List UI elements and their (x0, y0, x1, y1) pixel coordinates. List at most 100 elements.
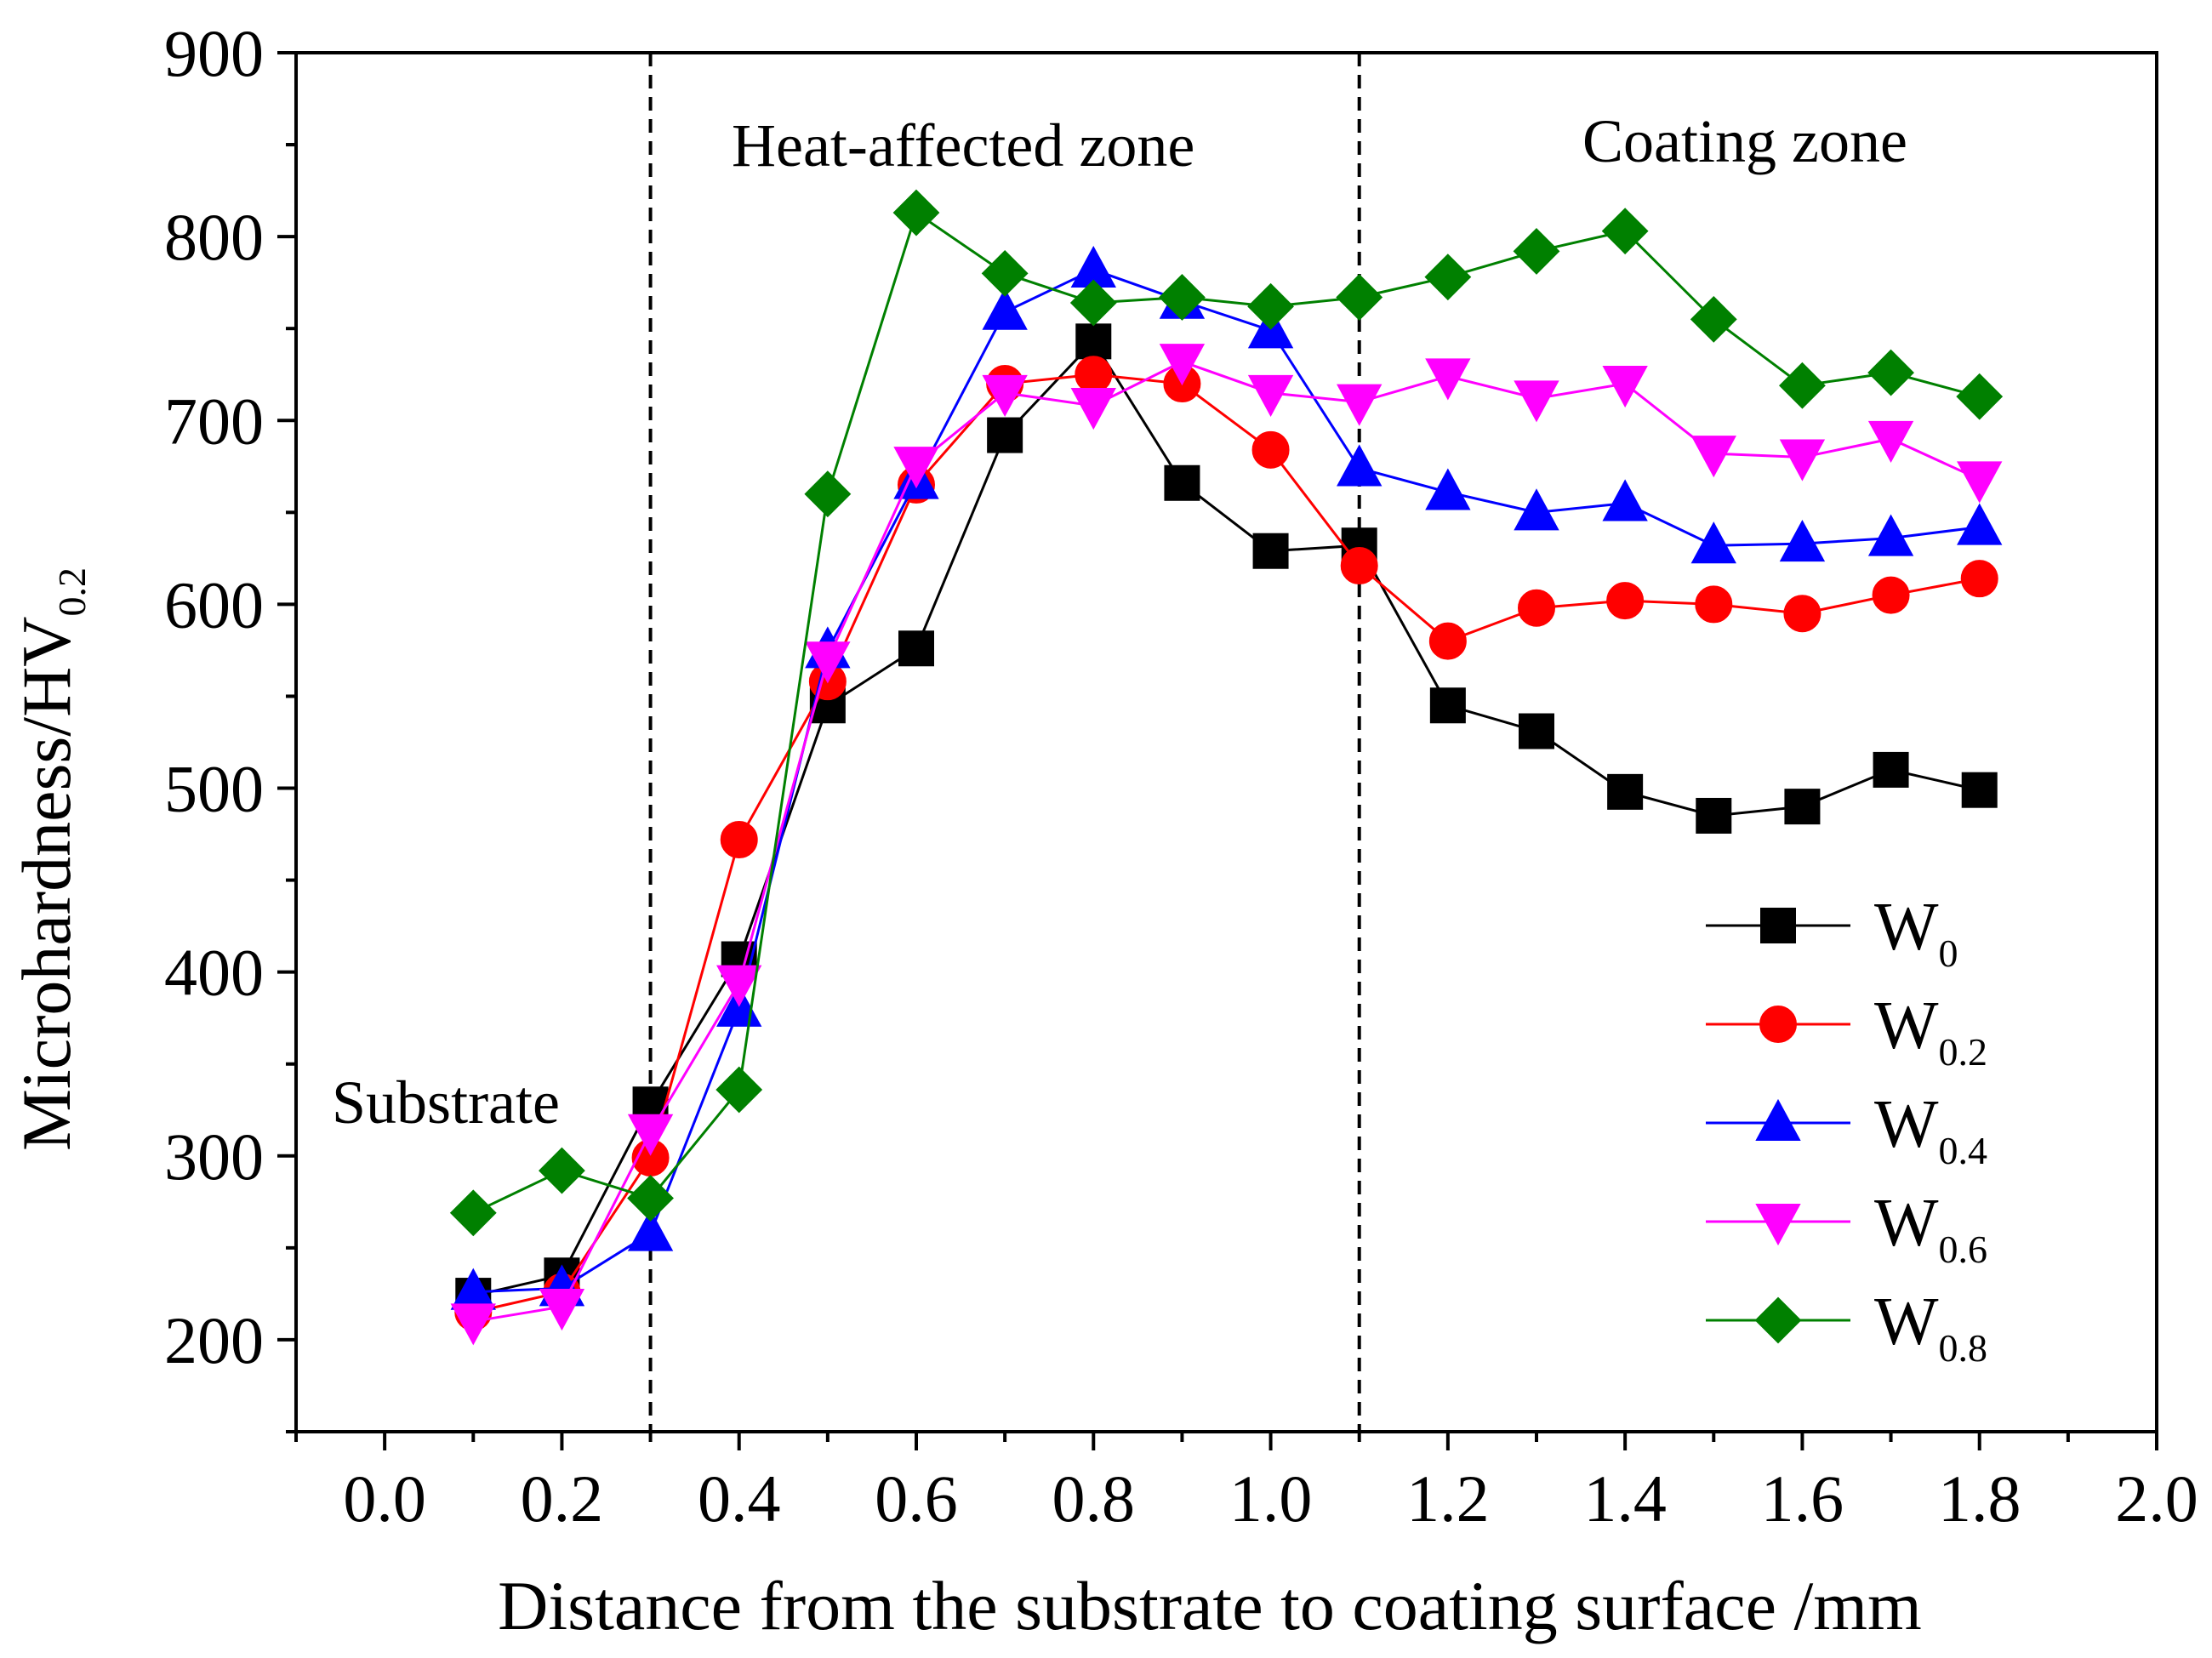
data-point (1957, 503, 2003, 545)
data-point (804, 470, 852, 518)
x-tick-label: 1.0 (1229, 1461, 1313, 1536)
data-point (1867, 349, 1914, 396)
legend-label: W0.2 (1874, 989, 1987, 1074)
legend-label: W0.4 (1874, 1087, 1987, 1172)
data-point (1159, 344, 1206, 386)
legend-label: W0 (1874, 890, 1958, 975)
x-axis-ticks: 0.0 0.2 0.4 0.6 0.8 1.0 1.2 1.4 1.6 1.8 2.0 (294, 1432, 2198, 1536)
data-point (720, 821, 758, 859)
data-point (892, 189, 940, 236)
y-tick-label: 900 (164, 16, 264, 90)
legend-marker (1755, 1204, 1801, 1246)
x-axis-title: Distance from the substrate to coating s… (498, 1567, 1922, 1644)
legend-marker (1754, 1296, 1802, 1344)
data-point (1779, 519, 1826, 562)
data-point (715, 1066, 763, 1114)
data-point (1428, 622, 1467, 660)
data-point (893, 447, 939, 489)
data-point (987, 417, 1023, 453)
data-point (1690, 295, 1737, 343)
data-point (1075, 356, 1113, 394)
x-tick-label: 1.8 (1938, 1461, 2021, 1536)
legend-item: W0 (1706, 890, 1958, 975)
data-point (1251, 430, 1290, 469)
legend-item: W0.4 (1706, 1087, 1987, 1172)
y-tick-label: 400 (164, 936, 264, 1010)
legend: W0 W0.2 W0.4 W0.6 W0.8 (1706, 890, 1987, 1370)
data-point (981, 249, 1029, 297)
data-point (1247, 282, 1294, 330)
x-tick-label: 0.0 (343, 1461, 426, 1536)
data-point (1337, 384, 1382, 426)
legend-label: W0.8 (1874, 1285, 1987, 1370)
plot-border (294, 51, 2158, 1433)
data-point (1340, 547, 1378, 585)
data-point (982, 288, 1028, 330)
y-axis-ticks: 200 300 400 500 600 700 800 900 (164, 16, 296, 1433)
legend-marker (1759, 1006, 1797, 1043)
data-point (1247, 374, 1294, 417)
data-point (1429, 687, 1466, 724)
legend-marker (1760, 908, 1796, 943)
y-tick-label: 500 (164, 752, 264, 826)
data-point (1867, 420, 1914, 463)
data-point (982, 374, 1028, 417)
data-point (1606, 582, 1645, 620)
data-point (1425, 468, 1471, 510)
annotation-heat-affected-zone: Heat-affected zone (732, 111, 1194, 179)
data-point (1690, 521, 1736, 564)
data-point (805, 641, 851, 684)
series-line (472, 339, 1981, 1297)
data-point (1867, 514, 1914, 556)
y-tick-label: 800 (164, 200, 264, 274)
data-point (627, 1209, 674, 1251)
x-tick-label: 0.4 (698, 1461, 781, 1536)
data-point (1784, 789, 1821, 825)
data-point (1872, 576, 1910, 614)
series-layer (449, 189, 2004, 1346)
x-tick-label: 1.2 (1406, 1461, 1490, 1536)
data-point (450, 1303, 496, 1346)
y-axis-title-main: Microhardness/HV (8, 616, 85, 1151)
data-point (1425, 358, 1471, 401)
x-tick-label: 0.6 (875, 1461, 958, 1536)
data-point (1602, 366, 1648, 408)
data-point (539, 1147, 585, 1194)
data-point (539, 1289, 585, 1331)
data-point (1519, 713, 1554, 749)
x-tick-label: 0.8 (1052, 1461, 1136, 1536)
data-point (1961, 772, 1998, 808)
data-point (627, 1175, 674, 1222)
legend-item: W0.6 (1706, 1186, 1987, 1271)
data-point (1069, 279, 1117, 327)
annotation-coating-zone: Coating zone (1582, 107, 1907, 175)
data-point (1513, 228, 1560, 275)
data-point (1607, 773, 1644, 810)
data-point (1602, 479, 1648, 521)
series-W0.8 (449, 189, 2004, 1237)
data-point (1070, 387, 1116, 430)
data-point (1956, 373, 2004, 420)
y-tick-label: 700 (164, 384, 264, 458)
data-point (449, 1189, 497, 1237)
legend-label: W0.6 (1874, 1186, 1987, 1271)
legend-marker (1755, 1098, 1801, 1141)
data-point (1164, 464, 1200, 501)
data-point (1159, 274, 1206, 321)
data-point (1957, 461, 2003, 504)
series-line (472, 373, 1980, 1313)
data-point (1336, 274, 1383, 321)
data-point (1695, 585, 1733, 624)
data-point (1252, 533, 1289, 569)
data-point (1424, 254, 1472, 301)
data-point (1779, 362, 1826, 409)
legend-item: W0.8 (1706, 1285, 1987, 1370)
data-point (1779, 439, 1826, 481)
series-W0.4 (450, 245, 2003, 1310)
data-point (1783, 595, 1821, 633)
data-point (1337, 444, 1382, 487)
data-point (1601, 208, 1649, 255)
legend-item: W0.2 (1706, 989, 1987, 1074)
data-point (1696, 797, 1732, 834)
